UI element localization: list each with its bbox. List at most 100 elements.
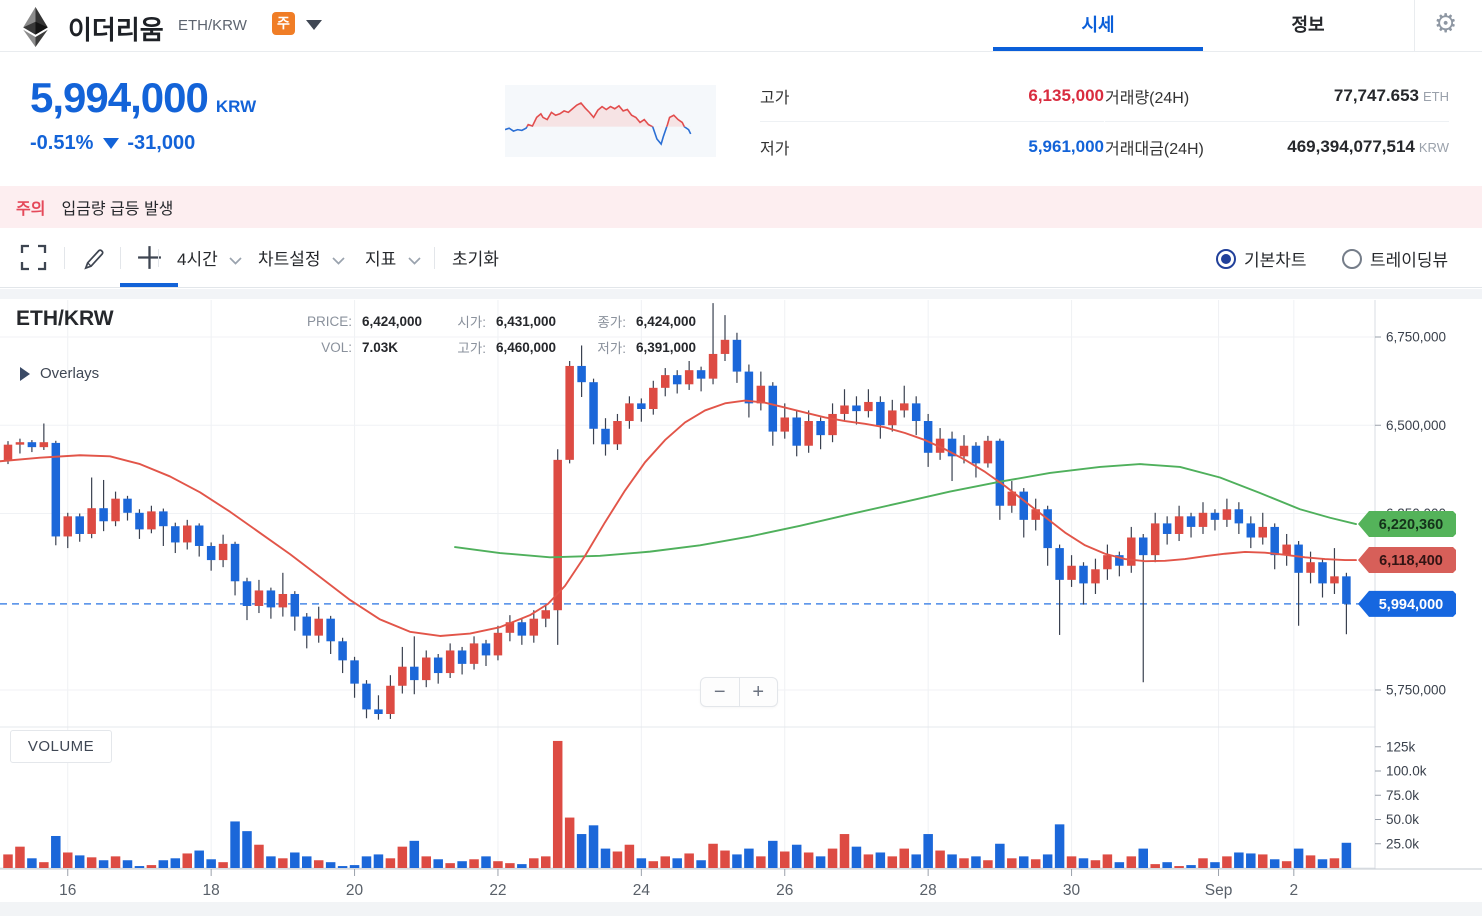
stats-column-1: 고가 6,135,000 저가 5,961,000 <box>760 70 1104 172</box>
toolbar-divider <box>158 249 159 267</box>
timeframe-label: 4시간 <box>177 250 218 269</box>
bottom-strip <box>0 902 1482 916</box>
svg-text:75.0k: 75.0k <box>1386 788 1419 803</box>
coin-dropdown-caret[interactable] <box>306 20 322 30</box>
price-change-row: -0.51% -31,000 <box>30 132 195 155</box>
svg-text:24: 24 <box>633 882 651 899</box>
draw-pencil-icon[interactable] <box>79 244 106 276</box>
ma-short-red-line <box>0 399 1357 637</box>
svg-text:6,500,000: 6,500,000 <box>1386 418 1446 433</box>
volume-pane-border <box>0 726 1376 869</box>
gear-icon[interactable]: ⚙ <box>1434 8 1458 38</box>
vol-value: 7.03K <box>362 339 399 355</box>
svg-text:50.0k: 50.0k <box>1386 812 1419 827</box>
candles <box>3 303 1351 720</box>
stat-volume-unit: ETH <box>1423 88 1449 104</box>
indicator-label: 지표 <box>365 250 397 269</box>
current-price: 5,994,000 KRW <box>30 74 256 122</box>
overlays-triangle-icon <box>20 366 30 381</box>
chart-canvas[interactable]: 6,750,0006,500,0006,250,0005,750,000125k… <box>0 299 1482 916</box>
timeframe-dropdown[interactable]: 4시간 <box>177 245 243 270</box>
tab-info-label: 정보 <box>1291 15 1325 35</box>
overlays-label: Overlays <box>40 365 100 382</box>
svg-text:28: 28 <box>920 882 937 899</box>
low-label: 저가: <box>597 341 626 356</box>
ma-long-green-line <box>454 463 1357 559</box>
stat-low-value: 5,961,000 <box>1028 137 1104 156</box>
zoom-controls: − + <box>700 677 778 707</box>
toolbar-divider <box>64 247 65 269</box>
y-axis-labels: 6,750,0006,500,0006,250,0005,750,000125k… <box>1375 330 1446 851</box>
svg-text:22: 22 <box>489 882 506 899</box>
coin-pair: ETH/KRW <box>178 17 247 34</box>
stat-volume-label: 거래량(24H) <box>1105 89 1190 107</box>
gridlines <box>0 300 1375 868</box>
tab-market-price[interactable]: 시세 <box>993 0 1203 51</box>
warning-banner[interactable]: 주의 입금량 급등 발생 <box>0 186 1482 228</box>
svg-text:6,220,360: 6,220,360 <box>1379 517 1444 533</box>
svg-text:30: 30 <box>1063 882 1081 899</box>
overlays-toggle[interactable]: Overlays <box>20 365 99 382</box>
zoom-out-button[interactable]: − <box>701 678 740 706</box>
radio-tradingview-label: 트레이딩뷰 <box>1370 251 1449 270</box>
price-tags: 6,220,360 6,118,400 5,994,000 <box>1358 510 1456 617</box>
down-arrow-icon <box>103 137 120 149</box>
high-label: 고가: <box>457 341 486 356</box>
radio-tradingview[interactable]: 트레이딩뷰 <box>1342 246 1448 271</box>
active-tool-underline <box>120 283 178 287</box>
volume-panel-label: VOLUME <box>10 730 112 763</box>
svg-text:16: 16 <box>59 882 76 899</box>
fullscreen-icon[interactable] <box>20 244 47 276</box>
warning-badge: 주의 <box>16 201 46 218</box>
mini-sparkline <box>505 85 716 157</box>
current-price-currency: KRW <box>215 97 257 116</box>
tab-market-price-label: 시세 <box>1081 15 1115 35</box>
chart-symbol: ETH/KRW <box>16 307 114 330</box>
svg-text:26: 26 <box>776 882 793 899</box>
tab-info[interactable]: 정보 <box>1203 0 1413 51</box>
price-label: PRICE: <box>306 313 352 329</box>
current-price-value: 5,994,000 <box>30 74 209 121</box>
chart-region: 6,750,0006,500,0006,250,0005,750,000125k… <box>0 299 1482 916</box>
svg-text:6,118,400: 6,118,400 <box>1379 553 1443 569</box>
toolbar-bottom-band <box>0 289 1482 299</box>
stat-low-label: 저가 <box>760 141 790 158</box>
stat-high-label: 고가 <box>760 89 790 107</box>
svg-text:18: 18 <box>203 882 220 899</box>
radio-unselected-icon <box>1342 248 1362 269</box>
toolbar-divider <box>120 247 121 269</box>
change-amount: -31,000 <box>127 132 196 154</box>
svg-text:25.0k: 25.0k <box>1386 836 1419 851</box>
stat-high: 고가 6,135,000 <box>760 70 1104 121</box>
ethereum-logo-icon <box>22 7 49 52</box>
chart-toolbar: 4시간 차트설정 지표 초기화 기본차트 트레이딩뷰 <box>0 228 1482 288</box>
svg-text:125k: 125k <box>1386 739 1416 754</box>
stat-volume-value: 77,747.653 <box>1333 85 1419 105</box>
chart-settings-label: 차트설정 <box>258 250 321 269</box>
week-badge: 주 <box>272 12 295 35</box>
open-label: 시가: <box>457 315 486 330</box>
open-value: 6,431,000 <box>496 313 557 329</box>
reset-button[interactable]: 초기화 <box>452 245 499 270</box>
stat-turnover-value: 469,394,077,514 <box>1287 137 1415 156</box>
price-value: 6,424,000 <box>362 313 423 329</box>
svg-text:2: 2 <box>1290 882 1299 899</box>
radio-basic-chart-label: 기본차트 <box>1244 251 1307 270</box>
indicator-dropdown[interactable]: 지표 <box>365 245 421 270</box>
stat-turnover-24h: 거래대금(24H) 469,394,077,514 KRW <box>1105 121 1449 172</box>
svg-text:20: 20 <box>346 882 364 899</box>
radio-basic-chart[interactable]: 기본차트 <box>1216 246 1307 271</box>
stat-high-value: 6,135,000 <box>1028 85 1104 105</box>
chart-settings-dropdown[interactable]: 차트설정 <box>258 245 345 270</box>
zoom-in-button[interactable]: + <box>752 680 765 703</box>
toolbar-divider <box>434 247 435 269</box>
svg-text:100.0k: 100.0k <box>1386 764 1427 779</box>
stat-turnover-unit: KRW <box>1418 140 1449 155</box>
vol-label: VOL: <box>321 339 352 355</box>
close-value: 6,424,000 <box>636 313 697 329</box>
change-percent: -0.51% <box>30 132 94 154</box>
volume-bars <box>3 740 1352 868</box>
crosshair-plus-icon[interactable] <box>136 244 163 276</box>
high-value: 6,460,000 <box>496 339 557 355</box>
stats-column-2: 거래량(24H) 77,747.653 ETH 거래대금(24H) 469,394… <box>1105 70 1449 172</box>
